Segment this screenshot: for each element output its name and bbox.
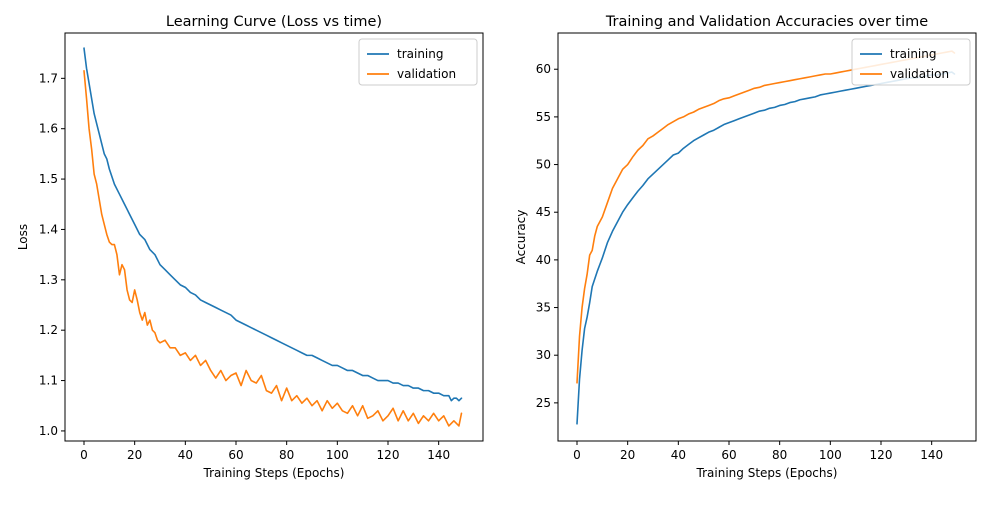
y-tick-label: 1.3 <box>39 273 58 287</box>
axes-frame <box>64 32 484 442</box>
y-tick-label: 25 <box>536 396 551 410</box>
legend-label-validation: validation <box>890 67 949 81</box>
series-line-validation <box>576 50 956 384</box>
x-tick-label: 80 <box>279 448 294 462</box>
x-tick-label: 20 <box>620 448 635 462</box>
y-axis-label: Accuracy <box>514 210 528 265</box>
x-tick-label: 100 <box>326 448 349 462</box>
y-tick-label: 1.5 <box>39 172 58 186</box>
x-tick-label: 40 <box>178 448 193 462</box>
series-line-training <box>576 71 956 425</box>
legend-label-validation: validation <box>397 67 456 81</box>
x-axis-label: Training Steps (Epochs) <box>203 466 345 480</box>
x-tick-label: 0 <box>573 448 581 462</box>
x-axis-label: Training Steps (Epochs) <box>696 466 838 480</box>
x-tick-label: 120 <box>870 448 893 462</box>
chart-panel-1: 0 20 40 60 80 100 120 140 1.0 1.1 1.2 1.3 1.4 1.5 1.6 1… <box>16 14 484 480</box>
x-tick-label: 80 <box>772 448 787 462</box>
x-tick-label: 20 <box>127 448 142 462</box>
y-tick-label: 1.0 <box>39 424 58 438</box>
y-tick-label: 1.2 <box>39 323 58 337</box>
x-tick-label: 120 <box>377 448 400 462</box>
x-tick-label: 0 <box>80 448 88 462</box>
x-tick-label: 140 <box>427 448 450 462</box>
x-tick-label: 60 <box>228 448 243 462</box>
x-tick-label: 40 <box>671 448 686 462</box>
series-line-validation <box>83 69 463 427</box>
series-line-training <box>83 47 463 402</box>
legend: training validation <box>358 38 478 86</box>
chart-title: Learning Curve (Loss vs time) <box>166 14 382 30</box>
y-axis-label: Loss <box>16 224 30 250</box>
legend-label-training: training <box>890 47 937 61</box>
y-tick-label: 1.1 <box>39 374 58 388</box>
x-tick-label: 100 <box>819 448 842 462</box>
legend: training validation <box>851 38 971 86</box>
chart-title: Training and Validation Accuracies over … <box>605 14 928 30</box>
y-tick-label: 55 <box>536 110 551 124</box>
x-tick-label: 140 <box>920 448 943 462</box>
axes-frame <box>557 32 977 442</box>
y-tick-label: 1.4 <box>39 222 58 236</box>
y-tick-label: 40 <box>536 253 551 267</box>
chart-panel-2: 0 20 40 60 80 100 120 140 25 30 35 40 45 50 55 60 Traini… <box>514 14 977 480</box>
y-tick-label: 45 <box>536 205 551 219</box>
y-tick-label: 30 <box>536 348 551 362</box>
x-tick-label: 60 <box>721 448 736 462</box>
y-tick-label: 60 <box>536 62 551 76</box>
legend-label-training: training <box>397 47 444 61</box>
y-tick-label: 35 <box>536 301 551 315</box>
y-tick-label: 50 <box>536 158 551 172</box>
y-tick-label: 1.7 <box>39 71 58 85</box>
y-tick-label: 1.6 <box>39 122 58 136</box>
